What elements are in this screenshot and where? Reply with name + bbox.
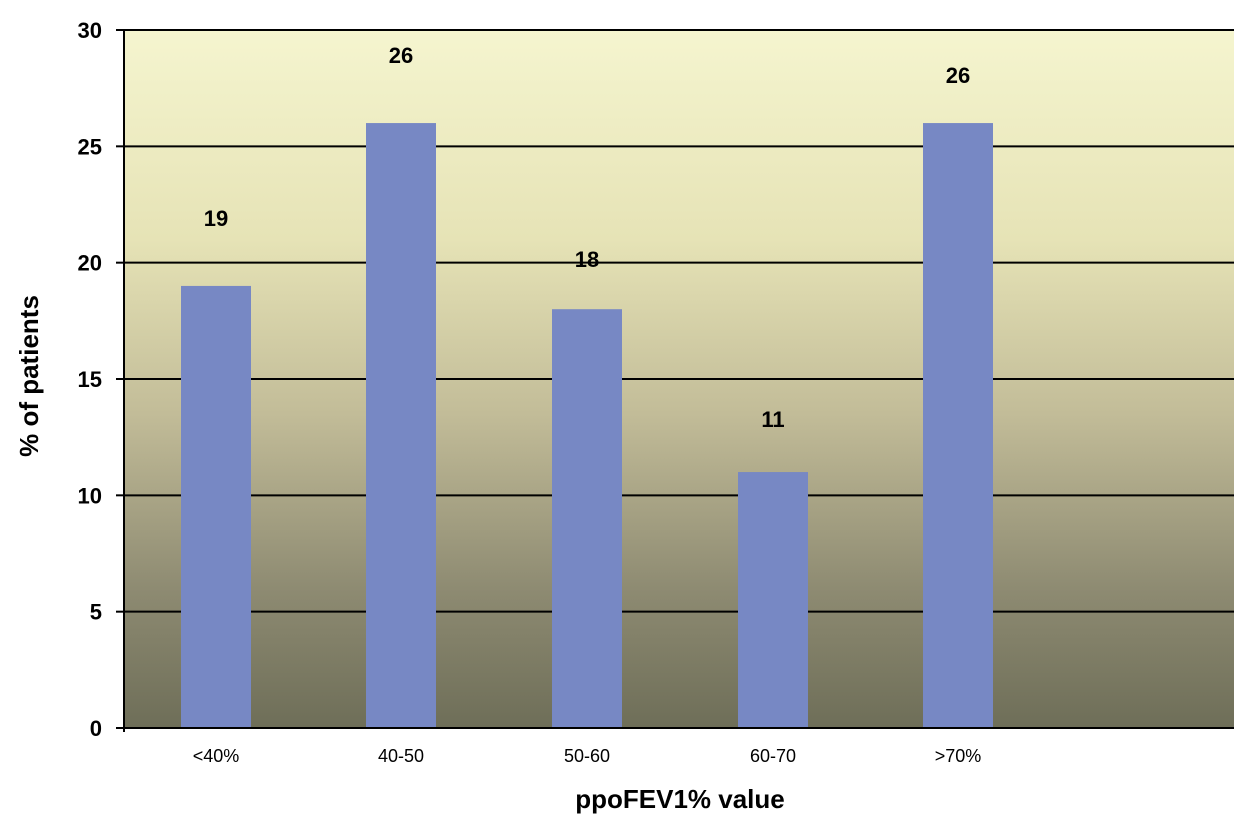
bar [366, 123, 436, 729]
grid-lines [124, 29, 1234, 613]
bar [181, 285, 251, 728]
bar [923, 123, 993, 729]
y-tick-label: 25 [78, 134, 102, 159]
x-tick-label: >70% [935, 746, 982, 766]
x-axis-title: ppoFEV1% value [575, 784, 785, 814]
x-tick-label: 60-70 [750, 746, 796, 766]
x-tick-label: 50-60 [564, 746, 610, 766]
y-tick-label: 0 [90, 716, 102, 741]
data-label: 19 [204, 206, 228, 231]
y-tick-label: 30 [78, 18, 102, 43]
labels: 0 5 10 15 20 25 30 19 <40% 26 40-50 18 50-60 11 60-70 2… [78, 18, 982, 766]
data-label: 18 [575, 247, 599, 272]
data-label: 26 [389, 43, 413, 68]
x-tick-label: 40-50 [378, 746, 424, 766]
y-tick-label: 5 [90, 600, 102, 625]
axes [116, 29, 1234, 732]
y-tick-label: 15 [78, 367, 102, 392]
bar [552, 309, 622, 728]
x-tick-label: <40% [193, 746, 240, 766]
y-tick-label: 10 [78, 483, 102, 508]
y-tick-label: 20 [78, 251, 102, 276]
data-label: 11 [761, 407, 784, 432]
y-axis-title: % of patients [14, 295, 44, 457]
bar-series [181, 123, 993, 729]
data-label: 26 [946, 63, 970, 88]
bar [738, 472, 808, 728]
